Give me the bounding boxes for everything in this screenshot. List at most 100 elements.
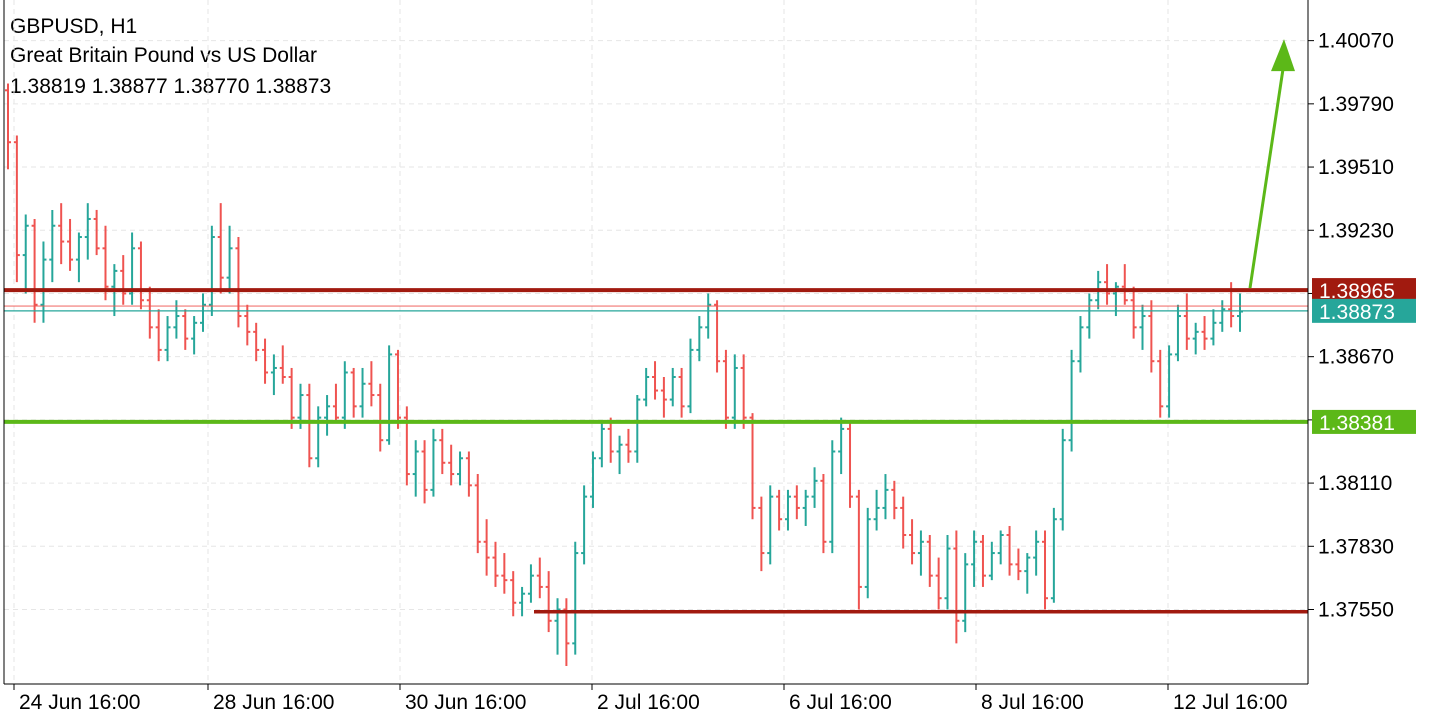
ohlc-bar bbox=[607, 417, 614, 463]
ohlc-bar bbox=[784, 489, 791, 531]
price-tick-label: 1.40070 bbox=[1318, 30, 1394, 53]
ohlc-bar bbox=[129, 232, 136, 305]
ohlc-bar bbox=[1210, 309, 1217, 346]
ohlc-bar bbox=[465, 451, 472, 497]
time-tick-label: 28 Jun 16:00 bbox=[213, 691, 334, 714]
ohlc-bar bbox=[359, 367, 366, 418]
ohlc-bar bbox=[979, 535, 986, 587]
chart-instrument-description: Great Britain Pound vs US Dollar bbox=[10, 44, 317, 67]
ohlc-bar bbox=[1033, 530, 1040, 576]
ohlc-bar bbox=[226, 225, 233, 294]
ohlc-bar bbox=[501, 553, 508, 594]
ohlc-bar bbox=[545, 571, 552, 633]
ohlc-bar bbox=[722, 349, 729, 429]
ohlc-bar bbox=[900, 496, 907, 549]
ohlc-bar bbox=[687, 338, 694, 414]
ohlc-bar bbox=[288, 367, 295, 429]
price-tick-label: 1.39790 bbox=[1318, 93, 1394, 116]
ohlc-bar bbox=[847, 422, 854, 508]
trend-arrow-shaft[interactable] bbox=[1248, 68, 1285, 289]
ohlc-bar bbox=[244, 304, 251, 346]
ohlc-bar bbox=[279, 345, 286, 384]
ohlc-bar bbox=[421, 440, 428, 504]
ohlc-bar bbox=[13, 135, 20, 283]
ohlc-bar bbox=[581, 485, 588, 565]
ohlc-bar bbox=[306, 383, 313, 468]
price-tick-label: 1.38670 bbox=[1318, 346, 1394, 369]
level-tag bbox=[1312, 298, 1416, 323]
ohlc-bar bbox=[448, 444, 455, 486]
ohlc-bar bbox=[146, 286, 153, 339]
ohlc-bar bbox=[350, 367, 357, 418]
ohlc-bar bbox=[563, 598, 570, 666]
ohlc-bar bbox=[270, 354, 277, 396]
ohlc-bar bbox=[838, 417, 845, 475]
ohlc-bar bbox=[634, 395, 641, 463]
ohlc-bar bbox=[102, 225, 109, 301]
ohlc-bar bbox=[554, 598, 561, 655]
ohlc-bar bbox=[67, 218, 74, 271]
ohlc-bar bbox=[1068, 349, 1075, 452]
ohlc-bar bbox=[1237, 293, 1243, 332]
ohlc-bar bbox=[1015, 548, 1022, 581]
time-tick-label: 6 Jul 16:00 bbox=[789, 691, 892, 714]
ohlc-bar bbox=[873, 489, 880, 531]
ohlc-bar bbox=[589, 451, 596, 508]
ohlc-bar bbox=[1042, 530, 1049, 610]
ohlc-bar bbox=[1219, 300, 1226, 332]
ohlc-bar bbox=[483, 519, 490, 576]
ohlc-bar bbox=[519, 586, 526, 617]
ohlc-bar bbox=[386, 345, 393, 445]
time-tick-label: 2 Jul 16:00 bbox=[597, 691, 700, 714]
ohlc-bar bbox=[714, 300, 721, 373]
ohlc-bar bbox=[1192, 322, 1199, 355]
ohlc-bar bbox=[324, 395, 331, 436]
ohlc-bar bbox=[75, 232, 82, 283]
ohlc-bar bbox=[776, 489, 783, 531]
ohlc-bar bbox=[332, 383, 339, 423]
ohlc-bar bbox=[199, 293, 206, 332]
ohlc-bar bbox=[678, 367, 685, 418]
ohlc-bar bbox=[917, 530, 924, 576]
level-tag-label: 1.38873 bbox=[1319, 301, 1395, 324]
ohlc-bar bbox=[1024, 553, 1031, 594]
ohlc-bar bbox=[377, 383, 384, 452]
ohlc-bar bbox=[669, 367, 676, 407]
ohlc-bar bbox=[811, 467, 818, 508]
horizontal-levels[interactable] bbox=[4, 39, 1308, 614]
ohlc-bar bbox=[997, 530, 1004, 565]
ohlc-bar bbox=[935, 557, 942, 610]
ohlc-bar bbox=[262, 338, 269, 384]
ohlc-bar bbox=[882, 474, 889, 520]
ohlc-bar bbox=[1166, 345, 1173, 418]
ohlc-bar bbox=[1139, 304, 1146, 350]
ohlc-bar bbox=[208, 225, 215, 317]
ohlc-bar bbox=[1183, 293, 1190, 350]
ohlc-bar bbox=[403, 406, 410, 486]
level-tag bbox=[1312, 278, 1416, 303]
ohlc-bar bbox=[758, 496, 765, 572]
ohlc-bar bbox=[182, 309, 189, 350]
trend-arrow-head[interactable] bbox=[1271, 39, 1295, 72]
time-tick-label: 24 Jun 16:00 bbox=[19, 691, 140, 714]
chart-ohlc-readout: 1.38819 1.38877 1.38770 1.38873 bbox=[10, 75, 332, 98]
ohlc-bar bbox=[5, 83, 11, 170]
ohlc-bar bbox=[660, 376, 667, 418]
ohlc-bar bbox=[22, 214, 29, 294]
ohlc-bar bbox=[962, 553, 969, 633]
ohlc-bar bbox=[1059, 428, 1066, 531]
ohlc-bar bbox=[971, 530, 978, 587]
price-tick-label: 1.39230 bbox=[1318, 219, 1394, 242]
ohlc-bar bbox=[93, 209, 100, 256]
ohlc-bar bbox=[430, 428, 437, 497]
ohlc-bar bbox=[1174, 304, 1181, 362]
ohlc-bar bbox=[439, 428, 446, 475]
ohlc-bar bbox=[988, 541, 995, 581]
level-tag-label: 1.38965 bbox=[1319, 280, 1395, 303]
chart-grid bbox=[4, 0, 1308, 684]
level-tag-label: 1.38381 bbox=[1319, 412, 1395, 435]
ohlc-bar bbox=[944, 535, 951, 610]
ohlc-bar bbox=[749, 413, 756, 520]
